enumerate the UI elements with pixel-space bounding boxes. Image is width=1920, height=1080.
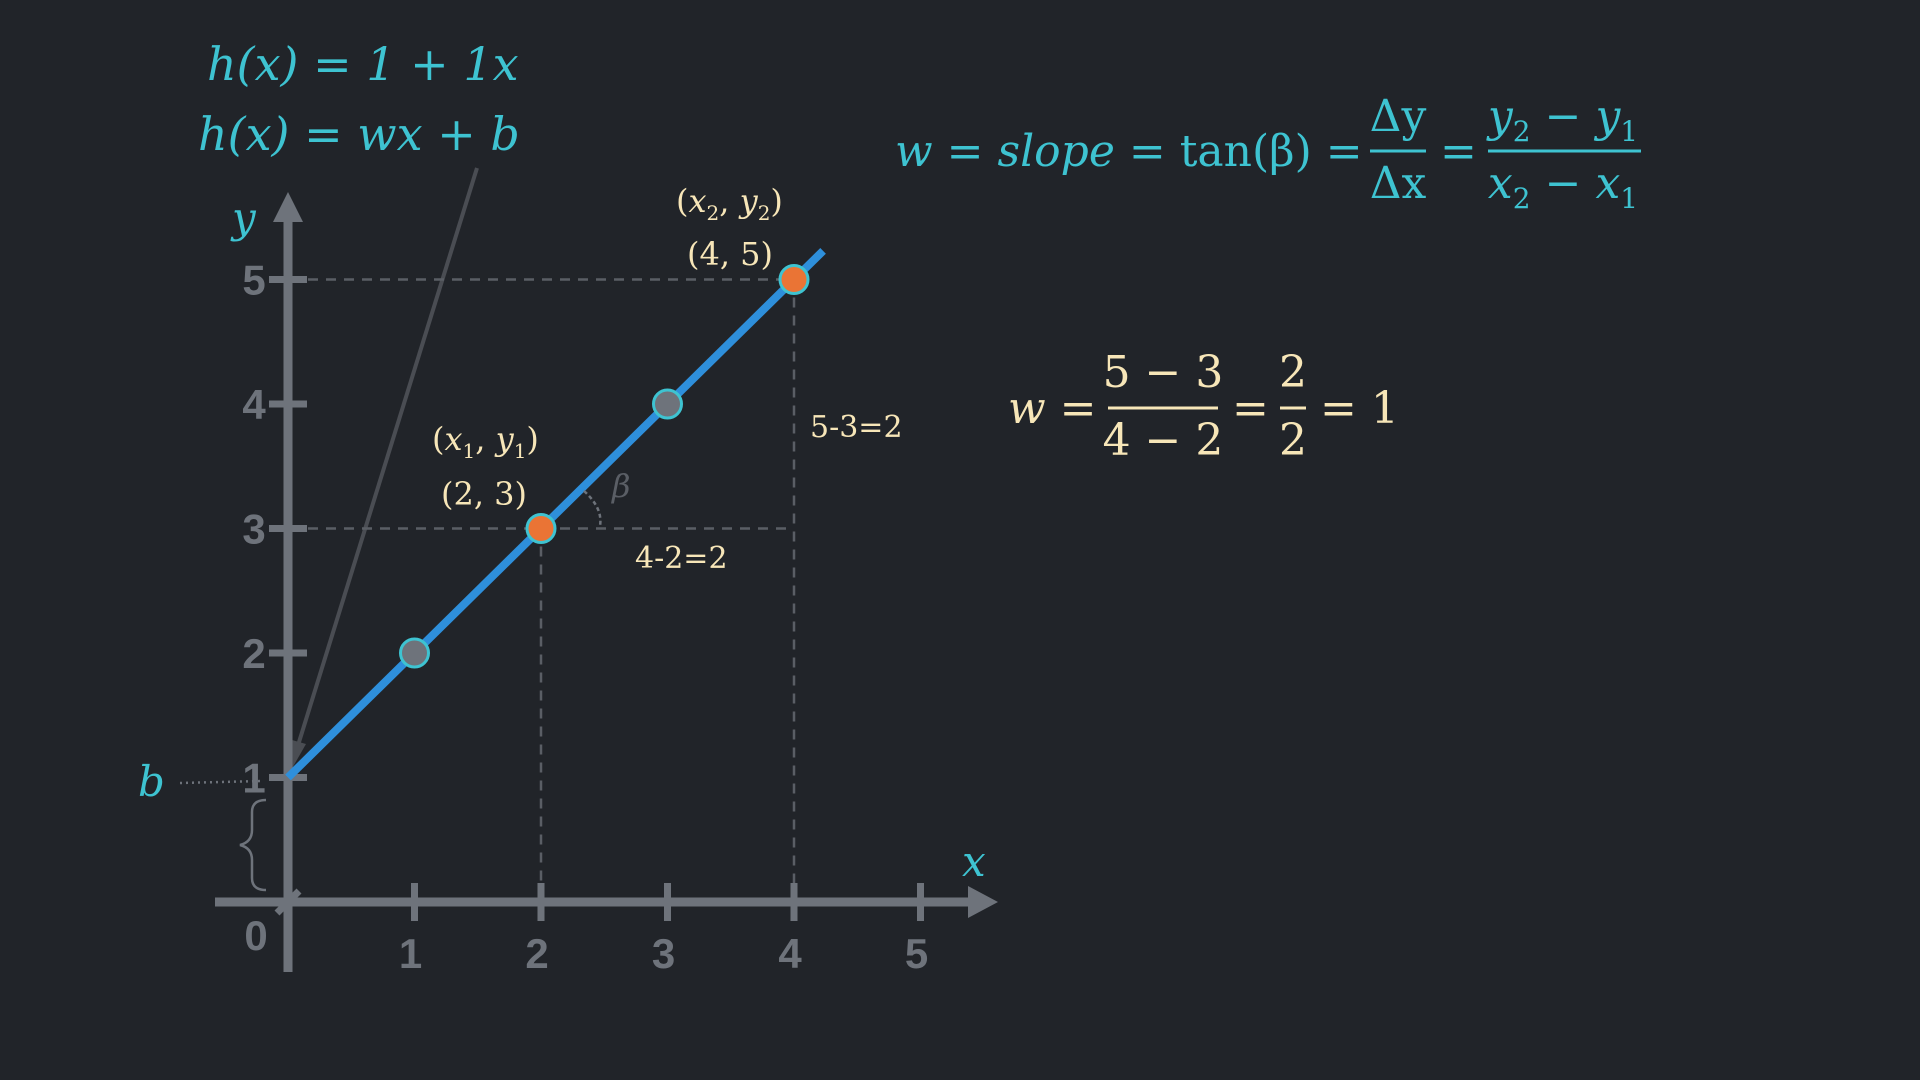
slope-formula: w = slope = tan(β) = Δy Δx = y2 − y1 x2 … [895, 91, 1641, 215]
x-tick-label: 2 [525, 930, 548, 977]
intercept-brace [239, 798, 267, 892]
dx-annotation: 4-2=2 [635, 541, 728, 576]
svg-text:2: 2 [1279, 415, 1307, 466]
h-specific-formula: h(x) = 1 + 1x [207, 37, 519, 91]
svg-text:= 1: = 1 [1320, 383, 1399, 434]
svg-text:Δx: Δx [1370, 158, 1427, 209]
svg-text:Δy: Δy [1370, 91, 1427, 142]
p2-coords: (4, 5) [687, 235, 773, 273]
x-tick-label: 4 [778, 930, 802, 977]
x-tick-label: 5 [905, 930, 928, 977]
slope-computation: w = 5 − 3 4 − 2 = 2 2 = 1 [1008, 347, 1399, 466]
origin-mark [274, 888, 302, 916]
guide-lines [308, 278, 796, 898]
svg-text:y2 − y1: y2 − y1 [1486, 91, 1638, 148]
svg-text:=: = [1232, 383, 1269, 434]
intercept-pointer-line [293, 167, 479, 756]
highlighted-data-point [525, 513, 557, 544]
data-points [399, 264, 810, 669]
intercept-connector [179, 779, 263, 785]
svg-text:w = slope = tan(β) =: w = slope = tan(β) = [895, 126, 1363, 177]
svg-text:2: 2 [1279, 347, 1307, 398]
p2-symbol: (x2, y2) [676, 182, 783, 225]
x-tick-label: 1 [399, 930, 422, 977]
y-axis-arrowhead [273, 192, 303, 222]
beta-label: β [611, 467, 631, 505]
highlighted-data-point [778, 264, 810, 295]
beta-angle-arc [583, 490, 602, 527]
p1-symbol: (x1, y1) [432, 420, 539, 463]
svg-text:=: = [1440, 126, 1477, 177]
y-tick-label: 3 [242, 506, 265, 553]
origin-label: 0 [244, 912, 267, 959]
svg-text:4 − 2: 4 − 2 [1103, 415, 1224, 466]
x-axis-arrowhead [968, 886, 998, 918]
y-tick-label: 4 [242, 381, 266, 428]
svg-text:x2 − x1: x2 − x1 [1488, 158, 1638, 215]
axis-ticks: 1 2 3 4 5 1 2 3 4 5 [242, 257, 928, 978]
svg-text:h(x) = wx + b: h(x) = wx + b [198, 107, 520, 161]
y-axis-title: y [230, 193, 257, 242]
x-axis-title: x [962, 837, 986, 886]
y-tick-label: 1 [242, 755, 265, 802]
y-tick-label: 2 [242, 630, 265, 677]
data-point [652, 388, 683, 420]
p1-coords: (2, 3) [441, 475, 527, 513]
regression-line [285, 248, 826, 781]
data-point [399, 637, 430, 669]
x-tick-label: 3 [652, 930, 675, 977]
svg-text:5 − 3: 5 − 3 [1103, 347, 1224, 398]
y-tick-label: 5 [242, 257, 265, 304]
svg-text:w =: w = [1008, 383, 1097, 434]
intercept-label: b [138, 757, 165, 806]
dy-annotation: 5-3=2 [810, 410, 903, 445]
svg-text:h(x) = 1 + 1x: h(x) = 1 + 1x [207, 37, 519, 91]
h-general-formula: h(x) = wx + b [198, 107, 520, 161]
